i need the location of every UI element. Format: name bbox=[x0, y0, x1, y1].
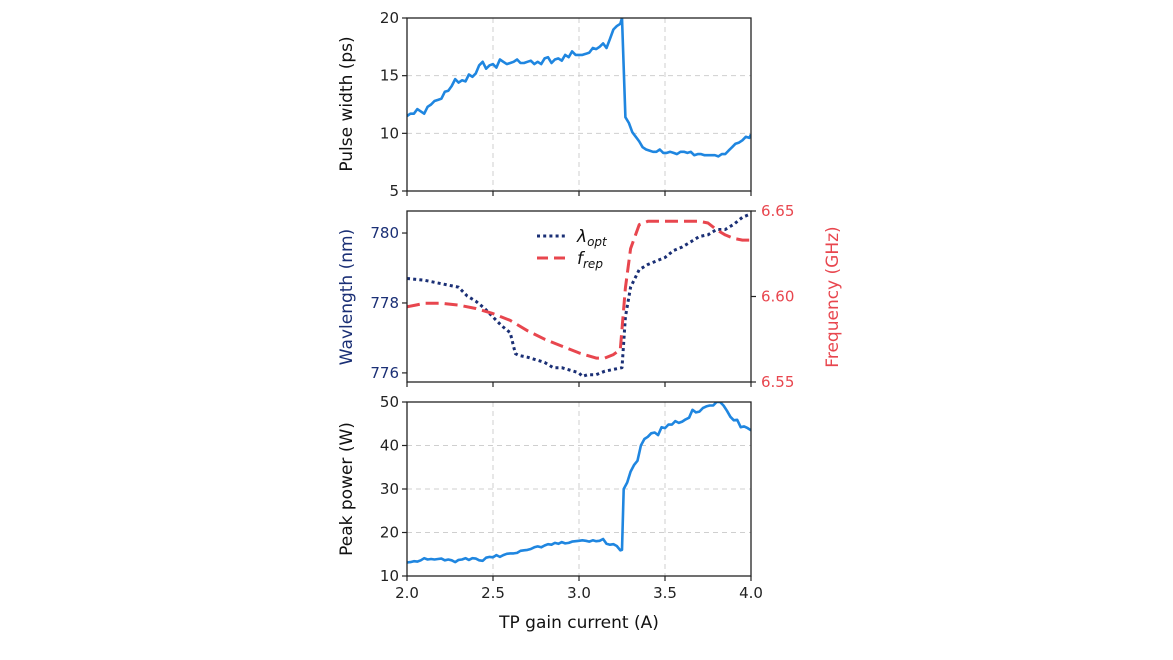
y-tick-label: 780 bbox=[370, 224, 399, 242]
y-right-tick-label: 6.55 bbox=[761, 373, 794, 391]
y-tick-label: 10 bbox=[380, 124, 399, 142]
y-tick-label: 40 bbox=[380, 437, 399, 455]
series-group bbox=[407, 212, 751, 378]
legend-label-rep: frep bbox=[577, 249, 603, 271]
y-tick-label: 778 bbox=[370, 294, 399, 312]
series-line-pulse-width bbox=[407, 18, 751, 158]
y-tick-label: 15 bbox=[380, 67, 399, 85]
x-axis-label: TP gain current (A) bbox=[498, 613, 659, 633]
y-axis-label: Peak power (W) bbox=[337, 422, 357, 556]
grid bbox=[407, 402, 751, 576]
y-tick-label: 20 bbox=[380, 524, 399, 542]
legend-label-opt: λopt bbox=[576, 227, 608, 249]
y-axis-label: Pulse width (ps) bbox=[337, 36, 357, 171]
y-tick-label: 20 bbox=[380, 9, 399, 27]
series-line-peak-power bbox=[407, 402, 751, 564]
y-axis-label-right: Frequency (GHz) bbox=[823, 226, 843, 367]
figure-background bbox=[308, 0, 770, 652]
series-line-λopt bbox=[407, 212, 751, 378]
series-line-frep bbox=[407, 219, 751, 360]
ticks: 2.0 2.5 3.0 3.5 4.0 10 20 30 40 50 bbox=[380, 393, 763, 602]
x-tick-label: 3.0 bbox=[567, 584, 591, 602]
ticks: 776 778 780 6.55 6.60 6.65 bbox=[370, 202, 794, 391]
peak-power-panel: 2.0 2.5 3.0 3.5 4.0 10 20 30 40 50 Peak power (W)… bbox=[337, 393, 763, 633]
y-tick-label: 776 bbox=[370, 364, 399, 382]
y-tick-label: 5 bbox=[389, 182, 399, 200]
x-tick-label: 2.0 bbox=[395, 584, 419, 602]
series-group bbox=[407, 18, 751, 158]
x-tick-label: 3.5 bbox=[653, 584, 677, 602]
wavelength-frequency-panel: 776 778 780 6.55 6.60 6.65 Wavlength (nm) Fre… bbox=[337, 202, 843, 391]
y-tick-label: 30 bbox=[380, 480, 399, 498]
right-axis-background bbox=[770, 196, 870, 461]
x-tick-label: 2.5 bbox=[481, 584, 505, 602]
y-right-tick-label: 6.65 bbox=[761, 202, 794, 220]
ticks: 5 10 15 20 bbox=[380, 9, 752, 200]
y-tick-label: 50 bbox=[380, 393, 399, 411]
series-group bbox=[407, 402, 751, 564]
x-tick-label: 4.0 bbox=[739, 584, 763, 602]
y-tick-label: 10 bbox=[380, 567, 399, 585]
y-axis-label-left: Wavlength (nm) bbox=[337, 229, 357, 365]
pulse-width-panel: 5 10 15 20 Pulse width (ps) bbox=[337, 9, 752, 200]
grid bbox=[407, 18, 751, 191]
y-right-tick-label: 6.60 bbox=[761, 288, 794, 306]
